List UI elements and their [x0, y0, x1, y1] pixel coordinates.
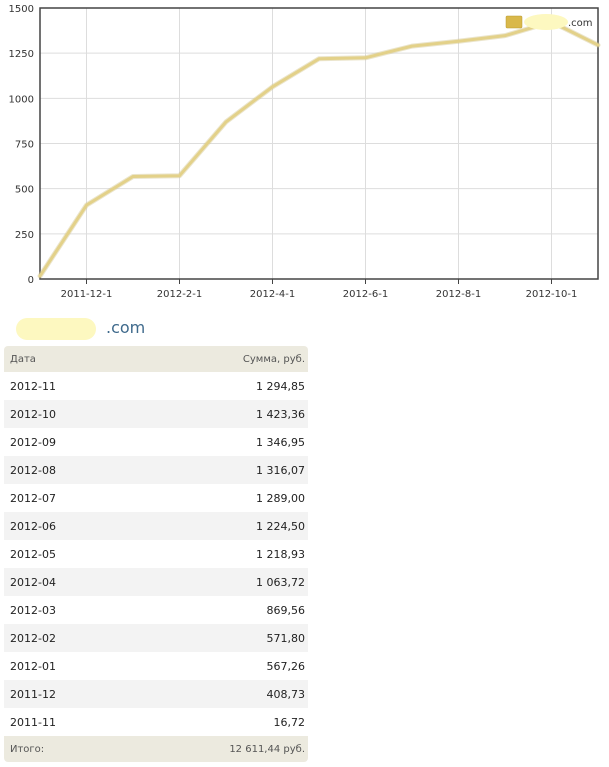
x-axis-ticks: 2011-12-1 2012-2-1 2012-4-1 2012-6-1 2012-8-… [61, 289, 578, 300]
y-tick-label: 0 [28, 275, 34, 286]
y-tick-label: 1500 [9, 4, 34, 15]
row-sum: 1 294,85 [256, 379, 305, 393]
series-point [178, 174, 181, 177]
series-point [503, 34, 507, 37]
row-date: 2012-06 [10, 519, 56, 533]
row-date: 2012-07 [10, 491, 56, 505]
earnings-table: Дата Сумма, руб. 2012-11 1 294,85 2012-10 1… [4, 346, 308, 762]
site-heading: .com [16, 316, 216, 342]
row-sum: 1 289,00 [256, 491, 305, 505]
row-sum: 869,56 [266, 603, 306, 617]
site-name-redacted-mark [16, 318, 96, 340]
table-total-row: Итого: 12 611,44 руб. [4, 736, 308, 762]
table-row: 2012-08 1 316,07 [4, 456, 308, 484]
row-date: 2011-12 [10, 687, 56, 701]
table-row: 2012-11 1 294,85 [4, 372, 308, 400]
series-point [457, 40, 460, 43]
row-sum: 1 316,07 [256, 463, 305, 477]
site-domain-suffix: .com [106, 318, 146, 337]
table-row: 2011-11 16,72 [4, 708, 308, 736]
table-row: 2012-06 1 224,50 [4, 512, 308, 540]
x-tick-label: 2012-4-1 [250, 289, 295, 300]
table-row: 2012-07 1 289,00 [4, 484, 308, 512]
row-sum: 567,26 [266, 659, 306, 673]
row-sum: 1 423,36 [256, 407, 305, 421]
row-date: 2012-11 [10, 379, 56, 393]
row-sum: 1 218,93 [256, 547, 305, 561]
total-label: Итого: [10, 743, 45, 755]
x-tick-label: 2011-12-1 [61, 289, 113, 300]
series-point [85, 203, 88, 207]
row-date: 2012-01 [10, 659, 56, 673]
table-row: 2011-12 408,73 [4, 680, 308, 708]
series-point [596, 43, 600, 47]
y-tick-label: 500 [15, 185, 34, 196]
series-point [131, 175, 135, 178]
x-tick-label: 2012-10-1 [526, 289, 578, 300]
row-date: 2012-09 [10, 435, 56, 449]
table-header-row: Дата Сумма, руб. [4, 346, 308, 372]
table-row: 2012-03 869,56 [4, 596, 308, 624]
earnings-line-chart: 0 250 500 750 1000 1250 1500 2011-12-1 2012-2-1… [9, 4, 601, 300]
header-sum: Сумма, руб. [242, 353, 305, 365]
series-point [38, 274, 42, 278]
legend-redacted-mark [524, 14, 568, 30]
series-point [410, 44, 414, 48]
table-row: 2012-10 1 423,36 [4, 400, 308, 428]
row-date: 2012-04 [10, 575, 56, 589]
table-row: 2012-04 1 063,72 [4, 568, 308, 596]
series-point [271, 85, 274, 89]
row-sum: 1 063,72 [256, 575, 305, 589]
chart-legend[interactable]: .com [505, 14, 593, 30]
x-tick-label: 2012-8-1 [436, 289, 481, 300]
y-tick-label: 250 [15, 230, 34, 241]
chart-grid [39, 7, 599, 284]
y-axis-ticks: 0 250 500 750 1000 1250 1500 [9, 4, 34, 286]
table-row: 2012-05 1 218,93 [4, 540, 308, 568]
row-sum: 1 346,95 [256, 435, 305, 449]
total-value: 12 611,44 руб. [229, 743, 305, 755]
row-sum: 571,80 [266, 631, 306, 645]
row-date: 2012-05 [10, 547, 56, 561]
row-sum: 16,72 [273, 715, 306, 729]
table-row: 2012-09 1 346,95 [4, 428, 308, 456]
header-date: Дата [10, 353, 36, 365]
row-date: 2012-08 [10, 463, 56, 477]
x-tick-label: 2012-6-1 [343, 289, 388, 300]
legend-label: .com [568, 18, 593, 29]
table-body: 2012-11 1 294,85 2012-10 1 423,36 2012-09 1 3… [4, 372, 308, 736]
series-point [364, 56, 367, 59]
x-tick-label: 2012-2-1 [157, 289, 202, 300]
table-row: 2012-01 567,26 [4, 652, 308, 680]
table-row: 2012-02 571,80 [4, 624, 308, 652]
y-tick-label: 750 [15, 140, 34, 151]
series-layer [37, 19, 601, 279]
y-tick-label: 1000 [9, 94, 34, 105]
series-point [317, 57, 321, 60]
plot-frame [39, 7, 599, 280]
row-date: 2012-03 [10, 603, 56, 617]
row-date: 2012-02 [10, 631, 56, 645]
row-date: 2012-10 [10, 407, 56, 421]
row-date: 2011-11 [10, 715, 56, 729]
series-point [224, 120, 228, 124]
legend-swatch [505, 15, 523, 29]
row-sum: 408,73 [266, 687, 306, 701]
y-tick-label: 1250 [9, 49, 34, 60]
row-sum: 1 224,50 [256, 519, 305, 533]
